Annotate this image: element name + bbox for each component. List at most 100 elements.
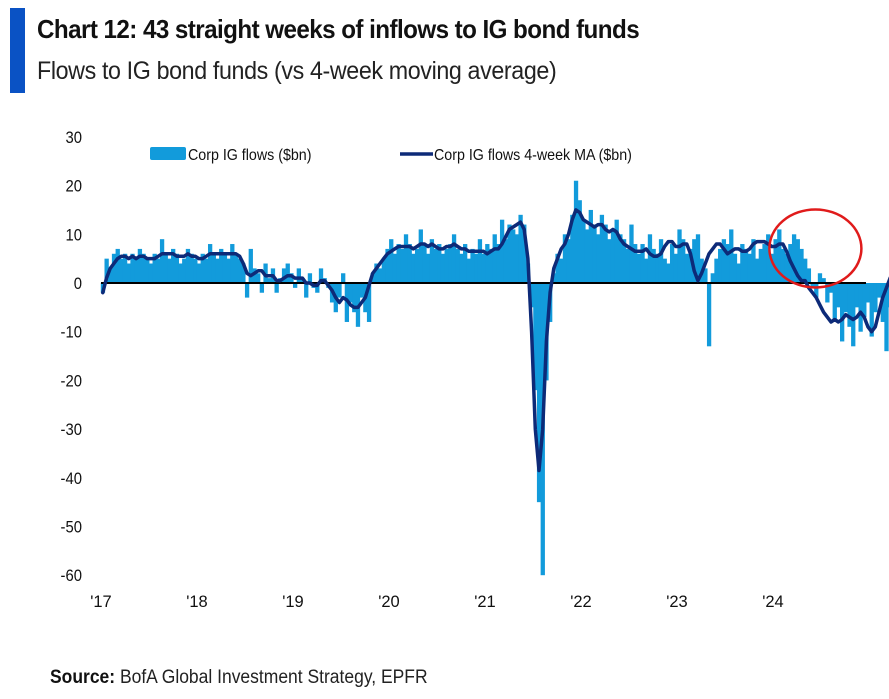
flow-bar: [174, 253, 180, 283]
flow-bar: [640, 244, 645, 283]
flow-bar: [729, 229, 734, 283]
flow-bar: [193, 258, 198, 283]
flow-bar: [126, 263, 131, 283]
flow-bar: [414, 248, 420, 283]
flow-bar: [840, 283, 845, 342]
flow-bar: [481, 253, 486, 283]
flow-bar: [536, 283, 542, 503]
flow-bar: [418, 229, 423, 283]
flow-bar: [289, 273, 294, 283]
flow-bar: [810, 283, 815, 288]
flow-bar: [706, 283, 712, 347]
flow-bar: [814, 283, 819, 298]
flow-bar: [378, 268, 383, 283]
flow-bar: [215, 258, 220, 283]
flow-bar: [381, 258, 386, 283]
flow-bar: [692, 239, 697, 283]
flow-bar: [577, 200, 582, 283]
flow-bar: [766, 234, 771, 283]
y-tick-label: 10: [65, 227, 82, 245]
flow-bar: [167, 258, 172, 283]
flow-bar: [337, 283, 342, 298]
flow-bar: [803, 258, 808, 283]
flow-bar: [466, 258, 471, 283]
flow-bar: [795, 239, 800, 283]
flow-bar: [725, 244, 730, 283]
flow-bar: [182, 258, 187, 283]
flow-bar: [237, 258, 242, 283]
flow-bar: [485, 244, 490, 283]
flow-bar: [647, 234, 653, 283]
flow-bar: [211, 253, 216, 283]
y-tick-label: -30: [61, 421, 83, 439]
flow-bar: [296, 268, 301, 283]
flow-bar: [396, 244, 401, 283]
flow-bar: [614, 219, 619, 283]
flow-bar: [352, 283, 357, 313]
flow-bar: [747, 253, 752, 283]
flow-bar: [145, 258, 150, 283]
flow-bar: [374, 263, 379, 283]
flow-bar: [470, 248, 475, 283]
legend-label-ma: Corp IG flows 4-week MA ($bn): [434, 148, 632, 165]
flow-bar: [603, 224, 608, 283]
flow-bar: [584, 229, 590, 283]
flow-bar: [773, 239, 778, 283]
flow-bar: [267, 278, 272, 283]
flow-bar: [429, 239, 435, 283]
flow-bar: [141, 253, 146, 283]
flow-bar: [836, 283, 841, 308]
flow-bar: [411, 253, 416, 283]
flow-bar: [407, 244, 412, 283]
flow-bar: [292, 283, 298, 288]
flows-bars: [100, 180, 889, 576]
y-tick-label: 0: [74, 275, 83, 293]
x-tick-label: '20: [378, 593, 400, 611]
highlight-circle: [768, 208, 863, 289]
flow-bar: [244, 283, 250, 298]
flow-bar: [196, 263, 202, 283]
flow-bar: [573, 180, 579, 283]
flow-bar: [137, 248, 143, 283]
flow-bar: [148, 263, 154, 283]
flow-bar: [222, 253, 228, 283]
flow-bar: [633, 244, 638, 283]
flow-bar: [503, 239, 508, 283]
flow-bar: [422, 244, 427, 283]
flow-bar: [400, 248, 405, 283]
flow-bar: [588, 209, 593, 283]
flow-bar: [736, 263, 741, 283]
flow-bar: [366, 283, 372, 322]
flow-bar: [695, 234, 701, 283]
flow-bar: [178, 263, 183, 283]
flow-bar: [873, 283, 878, 313]
source-label: Source:: [50, 667, 116, 688]
flow-bar: [847, 283, 852, 327]
flow-bar: [688, 248, 693, 283]
flow-bar: [677, 229, 682, 283]
chart-title: Chart 12: 43 straight weeks of inflows t…: [37, 14, 640, 44]
flow-bar: [666, 263, 671, 283]
x-tick-label: '19: [282, 593, 304, 611]
flow-bar: [518, 214, 523, 283]
flow-bar: [104, 258, 109, 283]
flow-bar: [784, 253, 789, 283]
flow-bar: [876, 283, 882, 298]
legend-label-flows: Corp IG flows ($bn): [188, 148, 312, 165]
source-note: Source: BofA Global Investment Strategy,…: [50, 667, 428, 689]
flow-bar: [152, 253, 157, 283]
y-tick-label: -10: [61, 324, 83, 342]
flow-bar: [884, 283, 889, 352]
flow-bar: [644, 258, 649, 283]
flow-bar: [285, 263, 290, 283]
flow-bar: [455, 248, 460, 283]
x-tick-label: '23: [666, 593, 688, 611]
flow-bar: [448, 244, 453, 283]
flow-bar: [592, 224, 597, 283]
flow-bar: [437, 244, 442, 283]
flow-bar: [555, 253, 560, 283]
flow-bar: [304, 283, 309, 298]
flow-bar: [204, 258, 209, 283]
flow-bar: [596, 234, 601, 283]
flow-bar: [130, 253, 135, 283]
